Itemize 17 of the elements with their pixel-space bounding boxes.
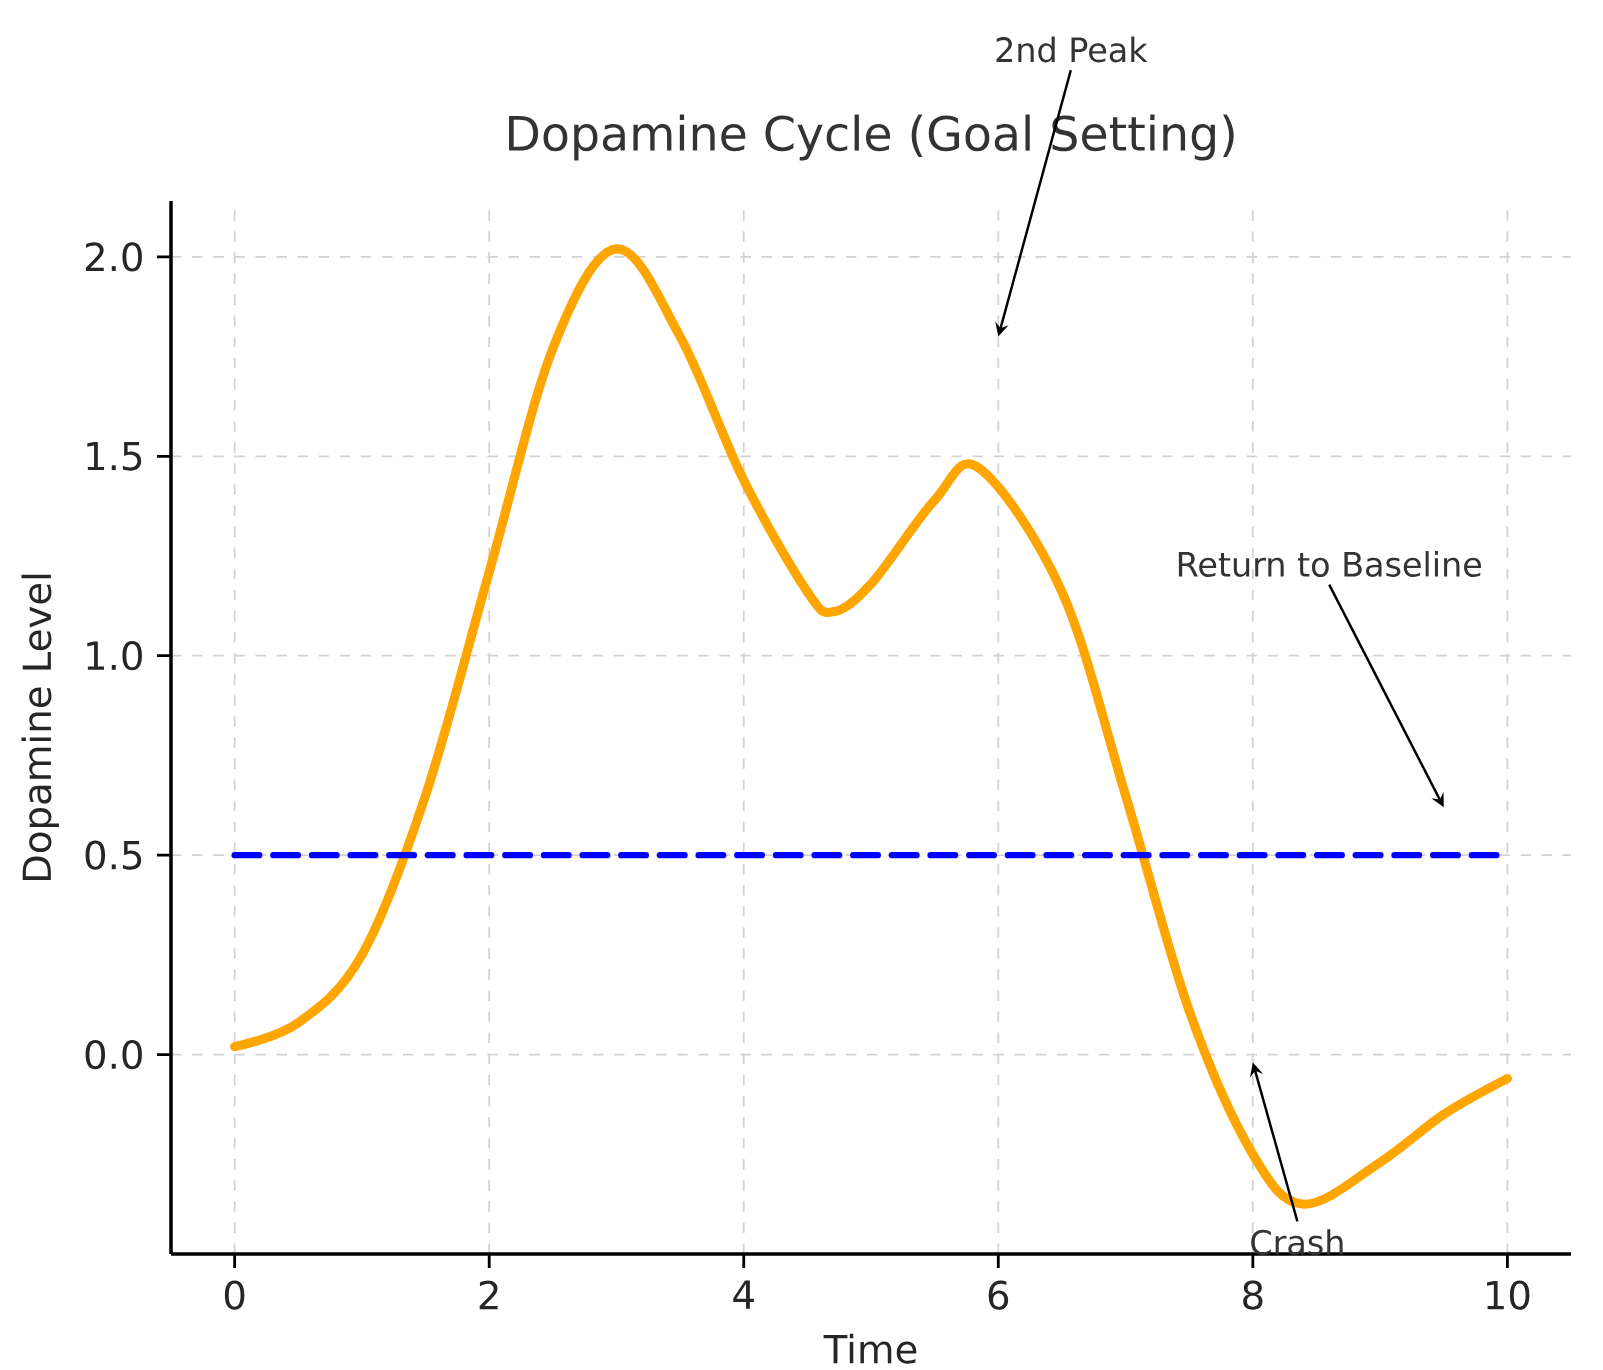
x-tick-label: 8 xyxy=(1243,1280,1263,1310)
x-tick-label: 10 xyxy=(1487,1280,1530,1310)
x-axis-title: Time xyxy=(823,1333,917,1364)
x-tick-label: 0 xyxy=(224,1280,245,1310)
x-tick-label: 2 xyxy=(479,1280,498,1310)
y-axis-title: Dopamine Level xyxy=(21,574,59,881)
text: 2nd Peak xyxy=(996,36,1148,63)
annotation: Return to Baseline xyxy=(1178,551,1482,577)
y-tick-label: 0.5 xyxy=(85,840,142,870)
y-tick-label: 1.5 xyxy=(87,441,142,471)
chart-title: Dopamine Cycle (Goal Setting) xyxy=(509,114,1234,161)
y-tick-label: 1.0 xyxy=(87,641,142,671)
annotation: Crash xyxy=(1251,1229,1343,1255)
x-tick-label: 4 xyxy=(733,1280,754,1309)
y-tick-label: 2.0 xyxy=(85,242,142,272)
x-tick-label: 6 xyxy=(988,1280,1009,1310)
y-tick-label: 0.0 xyxy=(85,1039,142,1070)
